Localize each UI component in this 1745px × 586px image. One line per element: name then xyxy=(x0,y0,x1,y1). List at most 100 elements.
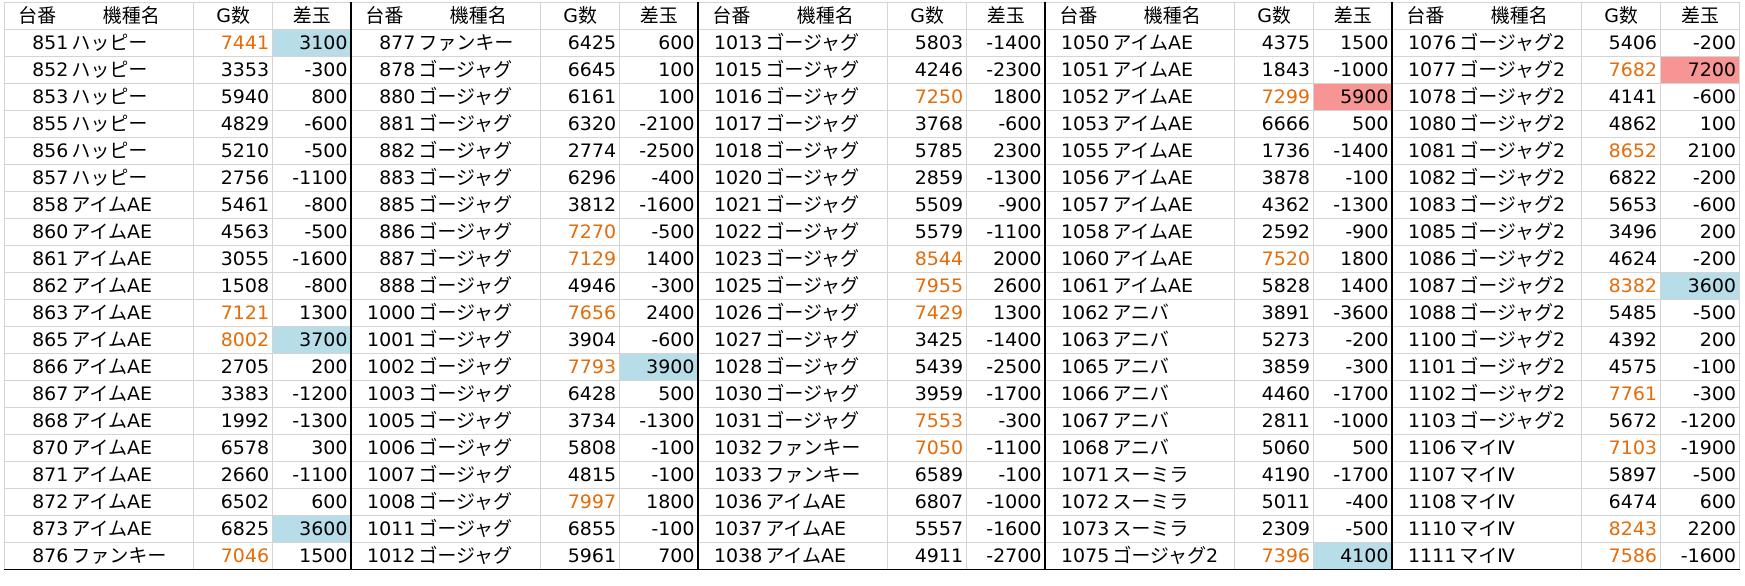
difference-cell: 1800 xyxy=(619,488,700,516)
machine-number-cell: 1103 xyxy=(1391,407,1458,435)
machine-number-cell: 1063 xyxy=(1044,326,1111,354)
difference-cell: 600 xyxy=(272,488,353,516)
games-cell: 7520 xyxy=(1234,245,1315,273)
machine-name-cell: ゴージャグ xyxy=(416,542,542,570)
machine-name-cell: アイムAE xyxy=(1110,110,1236,138)
difference-cell: -200 xyxy=(1660,164,1740,192)
difference-cell: -1400 xyxy=(1313,137,1394,165)
games-cell: 4362 xyxy=(1234,191,1315,219)
difference-cell: 7200 xyxy=(1660,56,1740,84)
header-difference: 差玉 xyxy=(619,2,700,30)
machine-number-cell: 1012 xyxy=(350,542,417,570)
machine-name-cell: ゴージャグ xyxy=(763,164,889,192)
table-body: 851 ハッピー 7441 3100 877 ファンキー 6425 600 1013 ゴージャグ 5… xyxy=(4,29,1740,570)
machine-name-cell: ゴージャグ2 xyxy=(1457,83,1583,111)
machine-name-cell: ハッピー xyxy=(69,56,195,84)
machine-number-cell: 1033 xyxy=(697,461,764,489)
games-cell: 5940 xyxy=(193,83,274,111)
games-cell: 7396 xyxy=(1234,542,1315,570)
machine-number-cell: 1005 xyxy=(350,407,417,435)
machine-name-cell: ゴージャグ xyxy=(416,218,542,246)
games-cell: 2660 xyxy=(193,461,274,489)
header-difference: 差玉 xyxy=(1660,2,1740,30)
difference-cell: -1300 xyxy=(619,407,700,435)
machine-number-cell: 1028 xyxy=(697,353,764,381)
machine-name-cell: ファンキー xyxy=(416,29,542,57)
difference-cell: -800 xyxy=(272,272,353,300)
difference-cell: 3600 xyxy=(1660,272,1740,300)
header-difference: 差玉 xyxy=(966,2,1047,30)
difference-cell: -800 xyxy=(272,191,353,219)
machine-name-cell: ハッピー xyxy=(69,83,195,111)
machine-number-cell: 853 xyxy=(4,83,70,111)
games-cell: 7761 xyxy=(1581,380,1662,408)
machine-name-cell: マイⅣ xyxy=(1457,515,1583,543)
header-machine-name: 機種名 xyxy=(416,2,542,30)
machine-name-cell: アイムAE xyxy=(763,542,889,570)
games-cell: 1843 xyxy=(1234,56,1315,84)
games-cell: 6161 xyxy=(540,83,621,111)
machine-name-cell: ゴージャグ xyxy=(416,380,542,408)
table-row: 876 ファンキー 7046 1500 1012 ゴージャグ 5961 700 1038 アイムA… xyxy=(4,542,1740,570)
machine-number-cell: 881 xyxy=(350,110,417,138)
machine-name-cell: アイムAE xyxy=(1110,56,1236,84)
difference-cell: -1200 xyxy=(1660,407,1740,435)
difference-cell: -1600 xyxy=(1660,542,1740,570)
header-games: G数 xyxy=(540,2,621,30)
machine-number-cell: 1071 xyxy=(1044,461,1111,489)
machine-number-cell: 880 xyxy=(350,83,417,111)
machine-name-cell: ゴージャグ xyxy=(416,137,542,165)
machine-name-cell: スーミラ xyxy=(1110,461,1236,489)
machine-number-cell: 852 xyxy=(4,56,70,84)
machine-number-cell: 1016 xyxy=(697,83,764,111)
games-cell: 7121 xyxy=(193,299,274,327)
machine-number-cell: 1062 xyxy=(1044,299,1111,327)
machine-number-cell: 1076 xyxy=(1391,29,1458,57)
machine-number-cell: 1038 xyxy=(697,542,764,570)
table-row: 857 ハッピー 2756 -1100 883 ゴージャグ 6296 -400 1020 ゴージャ… xyxy=(4,164,1740,192)
machine-name-cell: ゴージャグ xyxy=(763,56,889,84)
table-row: 861 アイムAE 3055 -1600 887 ゴージャグ 7129 1400 1023 ゴージ… xyxy=(4,245,1740,273)
difference-cell: 2100 xyxy=(1660,137,1740,165)
games-cell: 5509 xyxy=(887,191,968,219)
machine-number-cell: 1017 xyxy=(697,110,764,138)
machine-name-cell: アイムAE xyxy=(1110,164,1236,192)
games-cell: 6502 xyxy=(193,488,274,516)
games-cell: 2309 xyxy=(1234,515,1315,543)
machine-name-cell: ハッピー xyxy=(69,110,195,138)
machine-number-cell: 1030 xyxy=(697,380,764,408)
difference-cell: 2300 xyxy=(966,137,1047,165)
games-cell: 2774 xyxy=(540,137,621,165)
difference-cell: -2700 xyxy=(966,542,1047,570)
difference-cell: -400 xyxy=(1313,488,1394,516)
difference-cell: -500 xyxy=(619,218,700,246)
machine-number-cell: 851 xyxy=(4,29,70,57)
machine-number-cell: 1060 xyxy=(1044,245,1111,273)
machine-name-cell: ゴージャグ xyxy=(416,461,542,489)
machine-name-cell: アニバ xyxy=(1110,326,1236,354)
table-row: 853 ハッピー 5940 800 880 ゴージャグ 6161 100 1016 ゴージャグ 72… xyxy=(4,83,1740,111)
machine-number-cell: 1058 xyxy=(1044,218,1111,246)
games-cell: 4911 xyxy=(887,542,968,570)
header-machine-number: 台番 xyxy=(350,2,417,30)
machine-name-cell: アイムAE xyxy=(69,353,195,381)
difference-cell: -1700 xyxy=(1313,380,1394,408)
machine-name-cell: アイムAE xyxy=(1110,83,1236,111)
games-cell: 5961 xyxy=(540,542,621,570)
header-machine-name: 機種名 xyxy=(763,2,889,30)
machine-name-cell: ゴージャグ2 xyxy=(1457,407,1583,435)
header-games: G数 xyxy=(193,2,274,30)
difference-cell: -500 xyxy=(272,137,353,165)
machine-number-cell: 1011 xyxy=(350,515,417,543)
games-cell: 5060 xyxy=(1234,434,1315,462)
header-machine-number: 台番 xyxy=(697,2,764,30)
machine-number-cell: 882 xyxy=(350,137,417,165)
machine-number-cell: 861 xyxy=(4,245,70,273)
difference-cell: -1700 xyxy=(1313,461,1394,489)
difference-cell: -900 xyxy=(1313,218,1394,246)
machine-number-cell: 1073 xyxy=(1044,515,1111,543)
table-row: 872 アイムAE 6502 600 1008 ゴージャグ 7997 1800 1036 アイムA… xyxy=(4,488,1740,516)
machine-name-cell: マイⅣ xyxy=(1457,434,1583,462)
machine-name-cell: アイムAE xyxy=(1110,191,1236,219)
machine-number-cell: 1065 xyxy=(1044,353,1111,381)
